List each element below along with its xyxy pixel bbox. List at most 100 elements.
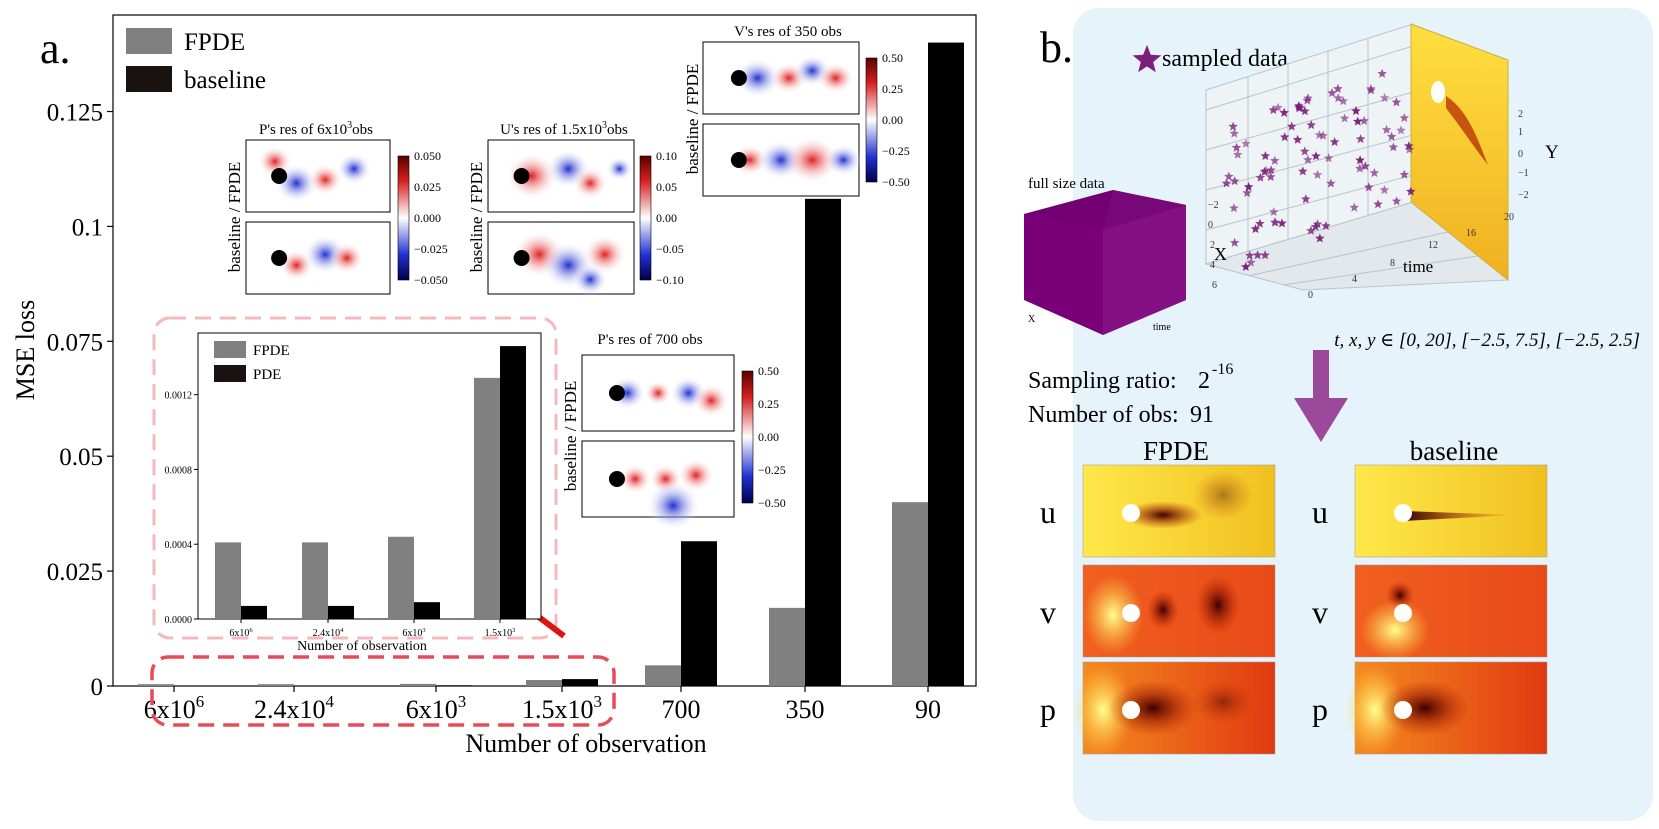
sampled-star <box>1311 151 1321 161</box>
zoom-bar-pde-0 <box>241 605 267 619</box>
sampled-star <box>1377 68 1387 78</box>
residual-blob <box>644 380 672 406</box>
colorbar <box>741 370 754 504</box>
residual-row-label: baseline / FPDE <box>467 162 486 273</box>
colorbar-tick-label: 0.050 <box>414 149 441 163</box>
sampled-star <box>1286 121 1297 131</box>
panel-b-figure: b. sampled data Y X time 2 1 0 −1 −2 −2 0 2 4 6 0 4… <box>1024 23 1640 755</box>
residual-blob <box>645 480 701 531</box>
colorbar <box>639 155 652 281</box>
residual-blob <box>824 144 863 176</box>
bar-fpde-3 <box>526 680 562 686</box>
flow-heatmap-p-fpde <box>1073 661 1276 755</box>
axis-x-label-3d: X <box>1214 244 1227 264</box>
sampled-star <box>1255 172 1266 182</box>
y-tick-label: 0.125 <box>47 100 103 127</box>
x-tick-label: 2.4x104 <box>254 692 335 724</box>
zoom-x-tick-label: 2.4x104 <box>313 627 345 639</box>
x-tick-label: 700 <box>662 695 701 724</box>
residual-blob <box>609 376 646 410</box>
bar-baseline-6 <box>928 42 964 687</box>
sampled-star <box>1323 153 1334 163</box>
zoom-y-tick-label: 0.0012 <box>165 391 193 402</box>
obs-value: 91 <box>1190 402 1214 428</box>
sampled-star <box>1339 113 1350 123</box>
sampled-star <box>1221 178 1232 188</box>
side-plane-wake <box>1446 96 1488 165</box>
sampled-star <box>1310 221 1321 231</box>
sampled-star <box>1280 132 1290 142</box>
bar-baseline-0 <box>174 685 210 687</box>
residual-row-label: baseline / FPDE <box>225 162 244 273</box>
sampled-star <box>1355 155 1365 165</box>
x-axis-label: Number of observation <box>465 729 706 758</box>
axis3d-tick-label: 6 <box>1212 280 1217 291</box>
zoom-y-tick-label: 0.0008 <box>165 465 193 476</box>
obs-label: Number of obs: <box>1028 402 1179 428</box>
sampling-ratio-value: 2 <box>1198 368 1210 394</box>
residual-blob <box>784 136 841 184</box>
sampled-star <box>1224 171 1234 181</box>
zoom-bar-fpde-0 <box>215 542 241 619</box>
sampled-star <box>1266 165 1276 175</box>
panel-a-chart: 0 0.025 0.05 0.075 0.1 0.125 6x106 2.4x104 6x10… <box>11 14 977 758</box>
axis3d-tick-label: −2 <box>1518 190 1529 201</box>
residual-inset-title: P's res of 6x103obs <box>259 120 373 138</box>
axis3d-tick-label: 16 <box>1466 228 1476 239</box>
colorbar-tick-label: −0.025 <box>414 242 448 256</box>
axis3d-tick-label: −2 <box>1208 200 1219 211</box>
cylinder-obstacle <box>271 250 288 266</box>
colorbar-tick-label: −0.05 <box>656 242 684 256</box>
sampled-star <box>1229 237 1240 247</box>
sampled-star <box>1353 116 1363 126</box>
cylinder-obstacle <box>1394 701 1412 719</box>
zoom-bar-pde-1 <box>328 605 354 619</box>
row-label-v-baseline: v <box>1312 594 1328 630</box>
residual-blob <box>572 263 608 296</box>
residual-blob <box>307 163 343 196</box>
residual-row-label: baseline / FPDE <box>561 381 580 492</box>
down-arrow-shaft <box>1313 350 1329 402</box>
colorbar-tick-label: 0.10 <box>656 149 677 163</box>
cylinder-obstacle <box>608 471 625 487</box>
sampled-star <box>1252 250 1263 260</box>
colorbar-tick-label: 0.50 <box>758 364 779 378</box>
residual-inset-title: V's res of 350 obs <box>734 24 842 40</box>
zoom-inset-box <box>152 316 558 640</box>
sampled-star <box>1261 165 1271 175</box>
sampled-star <box>1245 250 1255 260</box>
residual-inset-title: P's res of 700 obs <box>597 332 702 348</box>
sampled-star <box>1391 196 1402 206</box>
zoom-bar-pde-2 <box>414 602 440 619</box>
residual-inset-title: U's res of 1.5x103obs <box>500 120 628 138</box>
col-title-fpde: FPDE <box>1143 436 1209 466</box>
cylinder-obstacle <box>730 70 747 86</box>
sampled-star <box>1303 154 1313 164</box>
residual-inset-0: P's res of 6x103obs baseline / FPDE 0.050 0… <box>225 120 448 295</box>
zoom-bar-fpde-1 <box>302 542 328 619</box>
sampled-star <box>1246 257 1256 267</box>
residual-inset-1: U's res of 1.5x103obs baseline / FPDE 0.10… <box>467 120 684 296</box>
colorbar <box>865 57 878 183</box>
y-tick-label: 0.025 <box>47 559 103 586</box>
x-tick-label: 90 <box>915 695 941 724</box>
full-size-label: full size data <box>1028 176 1105 192</box>
panel-b-label: b. <box>1040 23 1073 72</box>
sampled-star <box>1364 182 1374 192</box>
colorbar-tick-label: −0.25 <box>758 463 786 477</box>
sampled-star <box>1270 217 1280 227</box>
flow-heatmap-p-baseline <box>1345 661 1548 755</box>
axis-y-label-3d: Y <box>1545 142 1559 163</box>
axis3d-tick-label: 8 <box>1390 258 1395 269</box>
sampled-star <box>1299 146 1310 156</box>
cylinder-obstacle <box>513 168 530 184</box>
sampled-star <box>1243 182 1254 191</box>
residual-blob <box>816 62 855 94</box>
sampled-star <box>1381 124 1392 134</box>
sampled-star <box>1292 134 1303 144</box>
x-tick-label: 350 <box>786 695 825 724</box>
sampled-star <box>1312 219 1323 229</box>
legend-baseline-label: baseline <box>184 67 266 94</box>
row-label-u: u <box>1040 494 1056 530</box>
sampled-star <box>1406 186 1416 196</box>
